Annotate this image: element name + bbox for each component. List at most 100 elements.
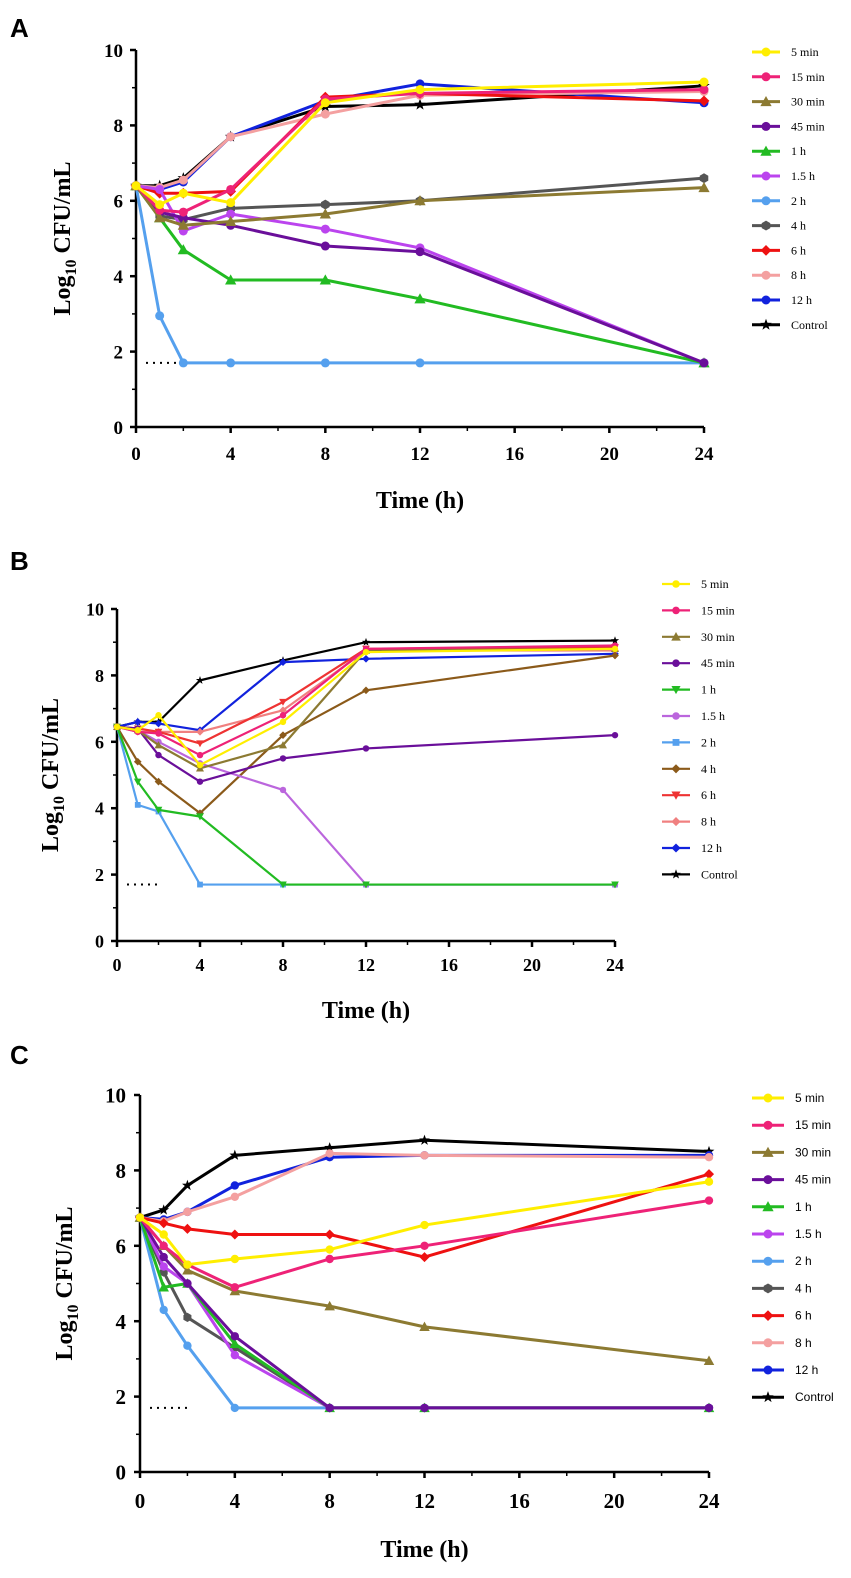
data-point bbox=[183, 1279, 192, 1288]
data-point bbox=[420, 1403, 429, 1413]
data-point bbox=[319, 208, 331, 219]
legend-marker bbox=[761, 72, 771, 82]
data-point bbox=[135, 1213, 145, 1222]
legend-item-6-h: 6 h bbox=[752, 1309, 812, 1323]
data-point bbox=[229, 1149, 241, 1160]
data-point bbox=[420, 1241, 429, 1251]
legend-label: 1 h bbox=[791, 144, 806, 158]
data-point bbox=[226, 358, 236, 368]
data-point bbox=[178, 207, 188, 217]
data-point bbox=[320, 224, 330, 234]
x-tick-label: 8 bbox=[321, 444, 331, 465]
data-point bbox=[325, 1403, 334, 1413]
legend-marker bbox=[763, 1093, 773, 1103]
data-point bbox=[154, 777, 163, 786]
data-point bbox=[229, 1338, 241, 1349]
legend-item-1-h: 1 h bbox=[752, 1200, 812, 1214]
legend-item-8-h: 8 h bbox=[752, 1336, 812, 1350]
x-tick-label: 24 bbox=[695, 444, 715, 465]
legend-label: 30 min bbox=[701, 630, 735, 644]
panel-label: A bbox=[10, 13, 29, 43]
data-point bbox=[321, 199, 330, 210]
data-point bbox=[159, 1305, 168, 1315]
legend-item-30-min: 30 min bbox=[662, 630, 735, 644]
x-tick-label: 12 bbox=[357, 955, 375, 975]
legend-item-2-h: 2 h bbox=[752, 1254, 812, 1268]
data-point bbox=[159, 1262, 168, 1271]
legend-label: 8 h bbox=[795, 1336, 812, 1350]
data-point bbox=[420, 1151, 429, 1160]
series-30-min bbox=[134, 1212, 715, 1365]
data-point bbox=[197, 881, 203, 888]
legend-marker bbox=[761, 196, 771, 206]
legend-label: 45 min bbox=[795, 1173, 831, 1187]
legend-label: 15 min bbox=[791, 70, 825, 84]
data-point bbox=[324, 1142, 336, 1153]
legend-item-control: Control bbox=[662, 867, 738, 881]
legend-marker bbox=[763, 1283, 773, 1294]
data-point bbox=[178, 188, 188, 198]
legend-marker bbox=[763, 1256, 773, 1266]
data-point bbox=[611, 731, 619, 739]
x-tick-label: 20 bbox=[600, 444, 619, 465]
data-point bbox=[704, 1403, 714, 1413]
legend-marker bbox=[761, 47, 771, 57]
data-point bbox=[158, 1218, 169, 1229]
data-point bbox=[704, 1196, 714, 1205]
x-tick-label: 8 bbox=[279, 955, 288, 975]
legend: 5 min 15 min 30 min 45 min 1 h 1.5 h 2 h 4 h 6 h… bbox=[752, 1091, 834, 1404]
data-point bbox=[703, 1355, 715, 1365]
legend-label: 15 min bbox=[795, 1118, 831, 1132]
data-point bbox=[699, 173, 709, 184]
y-tick-label: 8 bbox=[95, 666, 104, 686]
data-point bbox=[226, 209, 236, 219]
data-point bbox=[362, 686, 370, 695]
legend-label: 4 h bbox=[795, 1281, 812, 1295]
legend-label: 15 min bbox=[701, 603, 735, 617]
data-point bbox=[420, 1220, 429, 1230]
x-axis-title: Time (h) bbox=[380, 1537, 468, 1563]
legend-marker bbox=[760, 145, 772, 156]
legend-marker bbox=[671, 685, 681, 695]
data-point bbox=[415, 85, 425, 95]
data-point bbox=[131, 181, 141, 191]
series-1-5-h bbox=[131, 181, 709, 368]
x-tick-label: 4 bbox=[196, 955, 205, 975]
series-line bbox=[134, 184, 705, 365]
data-point bbox=[230, 1350, 240, 1360]
data-point bbox=[225, 274, 237, 285]
series-1-h bbox=[113, 723, 619, 889]
legend-item-1-h: 1 h bbox=[752, 144, 806, 158]
data-point bbox=[158, 1282, 169, 1292]
data-point bbox=[362, 745, 370, 752]
y-tick-label: 8 bbox=[116, 1159, 127, 1183]
series-45-min bbox=[135, 1213, 714, 1413]
data-point bbox=[133, 718, 142, 726]
data-point bbox=[182, 1265, 193, 1275]
legend-marker bbox=[672, 606, 680, 615]
x-axis-title: Time (h) bbox=[322, 998, 410, 1024]
series-5-min bbox=[113, 645, 619, 769]
legend-label: 6 h bbox=[701, 788, 716, 802]
data-point bbox=[279, 706, 287, 715]
data-point bbox=[154, 741, 163, 749]
x-tick-label: 12 bbox=[414, 1489, 435, 1513]
x-tick-label: 20 bbox=[523, 955, 541, 975]
legend-marker bbox=[671, 632, 681, 641]
data-point bbox=[320, 98, 330, 108]
y-tick-label: 6 bbox=[95, 732, 104, 752]
data-point bbox=[414, 195, 426, 206]
data-point bbox=[699, 358, 709, 368]
legend-item-control: Control bbox=[752, 1390, 834, 1404]
legend-item-4-h: 4 h bbox=[662, 762, 716, 776]
data-point bbox=[177, 244, 189, 255]
legend-item-5-min: 5 min bbox=[752, 1091, 824, 1105]
legend-label: 1 h bbox=[795, 1200, 812, 1214]
data-point bbox=[704, 1153, 714, 1162]
data-point bbox=[196, 809, 204, 818]
data-point bbox=[704, 1177, 714, 1186]
legend-marker bbox=[761, 270, 771, 280]
data-point bbox=[196, 751, 204, 759]
data-point bbox=[183, 1312, 192, 1323]
